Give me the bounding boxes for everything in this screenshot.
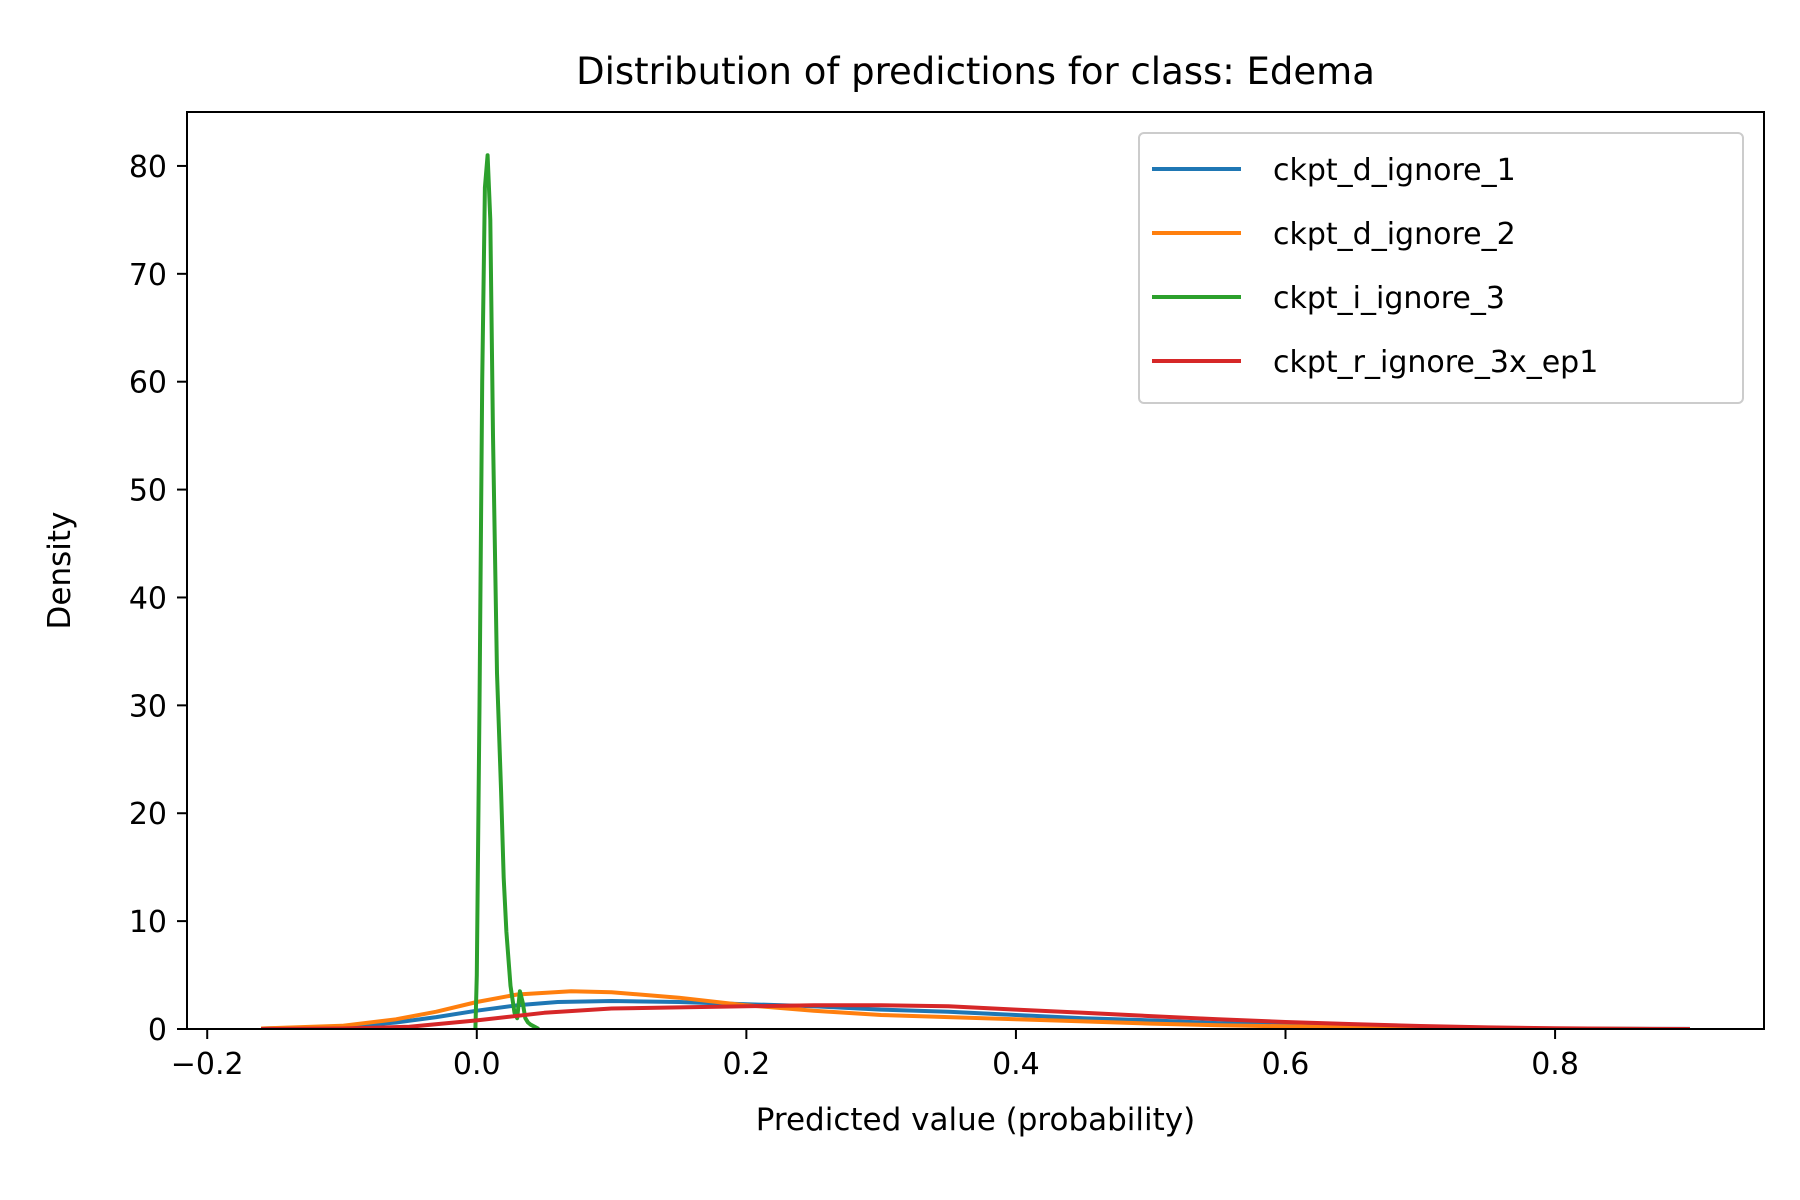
y-tick-label: 20 xyxy=(129,797,167,832)
series-line-ckpt-r-ignore-3x-ep1 xyxy=(261,1003,1690,1029)
legend-entry-label: ckpt_r_ignore_3x_ep1 xyxy=(1273,345,1598,380)
x-axis-label: Predicted value (probability) xyxy=(756,1102,1196,1138)
y-tick-label: 50 xyxy=(129,474,167,509)
series-line-ckpt-i-ignore-3 xyxy=(473,153,540,1029)
legend-box xyxy=(1138,132,1744,404)
x-tick-label: −0.2 xyxy=(171,1047,244,1082)
y-tick-label: 0 xyxy=(148,1013,167,1048)
legend-entry-label: ckpt_i_ignore_3 xyxy=(1273,281,1505,316)
chart-title: Distribution of predictions for class: E… xyxy=(576,50,1375,93)
x-tick-label: 0.0 xyxy=(453,1047,501,1082)
y-tick-label: 80 xyxy=(129,150,167,185)
x-tick-label: 0.6 xyxy=(1262,1047,1310,1082)
x-tick-label: 0.8 xyxy=(1531,1047,1579,1082)
y-axis: 0 10 20 30 40 50 60 70 80 xyxy=(129,150,187,1048)
x-tick-label: 0.2 xyxy=(723,1047,771,1082)
y-tick-label: 10 xyxy=(129,905,167,940)
plot-frame xyxy=(186,111,1765,1030)
x-axis: −0.2 0.0 0.2 0.4 0.6 0.8 xyxy=(171,1029,1579,1082)
y-tick-label: 40 xyxy=(129,581,167,616)
legend-entry-label: ckpt_d_ignore_2 xyxy=(1273,217,1516,252)
legend-entry-label: ckpt_d_ignore_1 xyxy=(1273,153,1516,188)
y-tick-label: 70 xyxy=(129,258,167,293)
legend: ckpt_d_ignore_1 ckpt_d_ignore_2 ckpt_i_ign… xyxy=(1138,132,1744,404)
y-tick-label: 60 xyxy=(129,366,167,401)
x-tick-label: 0.4 xyxy=(992,1047,1040,1082)
y-axis-label: Density xyxy=(42,512,78,630)
y-tick-label: 30 xyxy=(129,689,167,724)
